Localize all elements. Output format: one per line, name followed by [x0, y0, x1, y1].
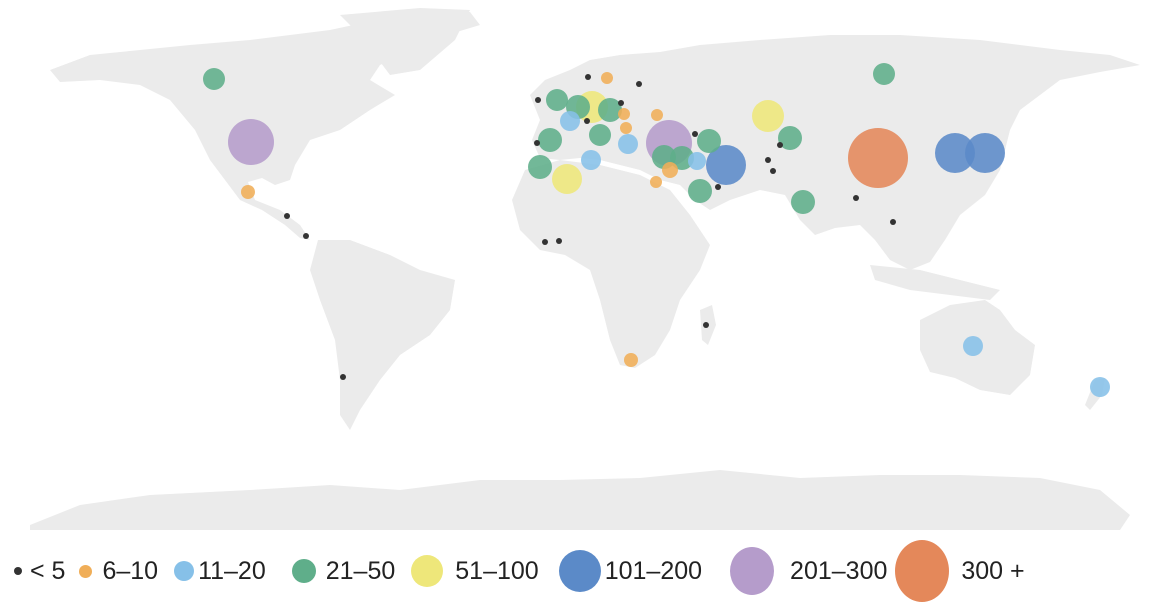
- bubble-afghanistan: [765, 157, 771, 163]
- legend-dot-11-20-icon: [174, 561, 195, 581]
- bubble-morocco: [528, 155, 552, 179]
- legend-label: 300 +: [961, 556, 1025, 585]
- legend-item-51-100: 51–100: [411, 555, 539, 587]
- bubble-uae: [715, 184, 721, 190]
- bubble-czechia: [618, 108, 630, 120]
- bubble-georgia: [692, 131, 698, 137]
- legend-label: 51–100: [455, 556, 539, 585]
- legend-label: 6–10: [102, 556, 159, 585]
- legend-label: 11–20: [198, 556, 266, 585]
- bubble-ukraine: [651, 109, 663, 121]
- bubble-greece: [618, 134, 638, 154]
- bubble-egypt: [650, 176, 662, 188]
- legend-dot-lt5-icon: [14, 567, 22, 575]
- legend-dot-300-plus-icon: [895, 540, 950, 602]
- legend: < 5 6–10 11–20 21–50 51–100 101–200 201–…: [14, 540, 1154, 602]
- bubble-france: [560, 111, 580, 131]
- bubble-ghana: [542, 239, 548, 245]
- bubble-uk: [546, 89, 568, 111]
- bubble-kyrgyzstan: [778, 126, 802, 150]
- bubble-india: [791, 190, 815, 214]
- bubble-jordan: [662, 162, 678, 178]
- legend-dot-101-200-icon: [558, 550, 601, 592]
- legend-dot-21-50-icon: [291, 559, 316, 583]
- bubble-azerbaijan: [697, 129, 721, 153]
- bubble-lithuania: [618, 100, 624, 106]
- bubble-switzerland: [584, 118, 590, 124]
- bubble-saudi-arabia: [688, 179, 712, 203]
- bubble-italy: [589, 124, 611, 146]
- world-map: [30, 8, 1140, 530]
- bubble-ireland: [535, 97, 541, 103]
- bubble-tajikistan: [777, 142, 783, 148]
- legend-dot-6-10-icon: [79, 564, 93, 578]
- bubble-mexico: [241, 185, 255, 199]
- legend-label: < 5: [30, 556, 66, 585]
- bubble-vietnam: [890, 219, 896, 225]
- bubble-south-korea: [935, 133, 975, 173]
- legend-dot-51-100-icon: [411, 555, 444, 587]
- bubble-iraq: [670, 146, 694, 170]
- bubble-poland: [598, 98, 622, 122]
- bubble-finland: [636, 81, 642, 87]
- legend-dot-201-300-icon: [730, 547, 775, 595]
- bubble-pakistan: [770, 168, 776, 174]
- bubble-sweden: [601, 72, 613, 84]
- data-bubbles: [203, 63, 1110, 397]
- bubble-south-africa: [624, 353, 638, 367]
- bubble-russia: [873, 63, 895, 85]
- maritime-southeast-asia: [870, 265, 1000, 300]
- bubble-iran: [706, 145, 746, 185]
- bubble-usa: [228, 119, 274, 165]
- bubble-australia: [963, 336, 983, 356]
- bubble-canada: [203, 68, 225, 90]
- legend-item-300-plus: 300 +: [895, 540, 1025, 602]
- legend-item-201-300: 201–300: [730, 547, 887, 595]
- bubble-kuwait: [688, 152, 706, 170]
- legend-item-6-10: 6–10: [79, 557, 158, 586]
- south-america: [310, 240, 455, 430]
- legend-item-21-50: 21–50: [291, 556, 396, 586]
- bubble-myanmar: [853, 195, 859, 201]
- bubble-central-america-2: [303, 233, 309, 239]
- bubble-algeria: [552, 164, 582, 194]
- antarctica: [30, 470, 1130, 530]
- bubble-spain: [538, 128, 562, 152]
- bubble-portugal: [534, 140, 540, 146]
- bubble-chile: [340, 374, 346, 380]
- land-masses: [30, 8, 1140, 530]
- greenland: [340, 8, 470, 75]
- legend-item-11-20: 11–20: [174, 557, 266, 586]
- bubble-japan: [965, 133, 1005, 173]
- bubble-tunisia: [581, 150, 601, 170]
- bubble-kazakhstan: [752, 100, 784, 132]
- legend-label: 201–300: [790, 556, 888, 585]
- legend-item-lt5: < 5: [14, 557, 65, 586]
- bubble-norway: [585, 74, 591, 80]
- legend-label: 21–50: [325, 556, 396, 585]
- bubble-new-zealand: [1090, 377, 1110, 397]
- bubble-madagascar: [703, 322, 709, 328]
- africa: [512, 160, 710, 368]
- bubble-china: [848, 128, 908, 188]
- bubble-nigeria: [556, 238, 562, 244]
- legend-item-101-200: 101–200: [558, 550, 703, 592]
- legend-label: 101–200: [604, 556, 703, 585]
- eurasia: [530, 35, 1140, 270]
- bubble-hungary: [620, 122, 632, 134]
- bubble-central-america-1: [284, 213, 290, 219]
